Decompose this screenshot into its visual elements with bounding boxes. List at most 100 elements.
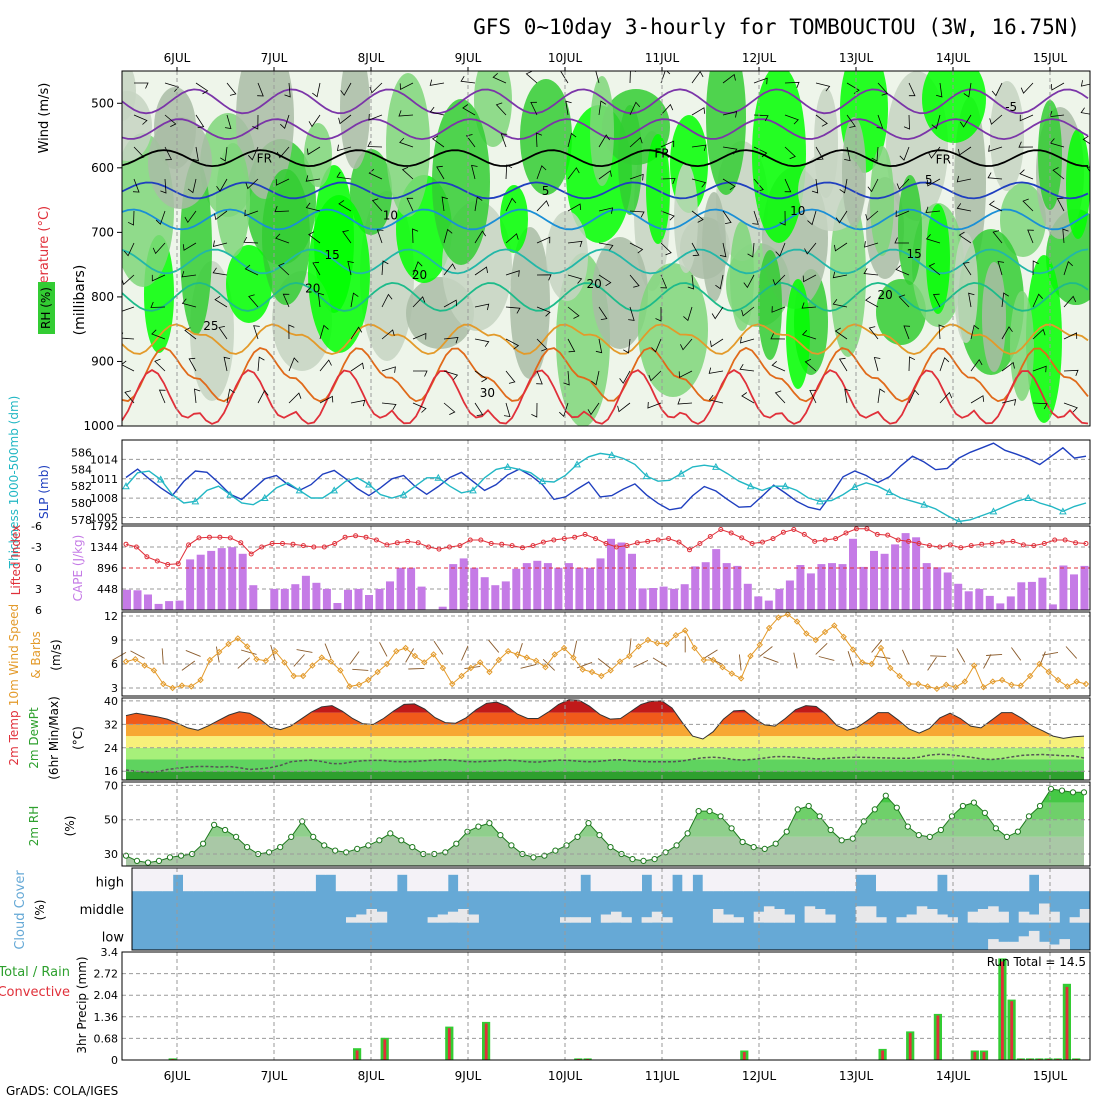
lifted-index-point [582, 531, 588, 537]
wind-barb-10m [572, 640, 578, 657]
thickness-point [816, 497, 824, 505]
cloud-cell [172, 868, 184, 875]
cape-bar [228, 547, 237, 610]
temp-band [126, 712, 1084, 725]
wind-barb-10m [433, 640, 444, 655]
rh-patch [702, 192, 726, 302]
wind-barb [134, 82, 149, 89]
cloud-cell [906, 868, 918, 892]
panel-bg [122, 952, 1090, 1060]
cape-bar [365, 595, 373, 610]
rh-point [992, 825, 1000, 832]
wind-barb [184, 327, 197, 340]
wind-barb [753, 77, 768, 85]
wind-barb [926, 178, 941, 187]
wind-barb [429, 106, 445, 116]
lifted-index-point [968, 543, 974, 549]
cloud-cell [926, 909, 938, 923]
wind-barb [598, 100, 607, 116]
wind-barb [505, 370, 516, 384]
wind-barb [350, 399, 366, 407]
wind-barb [436, 165, 445, 180]
wind-barb [598, 306, 608, 320]
wind-barb [660, 274, 668, 289]
cloud-cell [651, 868, 663, 892]
wind-speed-point [141, 662, 148, 669]
precip-conv-bar [383, 1039, 387, 1060]
wind-barb [192, 146, 199, 162]
wind-speed-point [896, 672, 903, 680]
cloud-cell [244, 868, 255, 892]
wind-barb [680, 338, 693, 351]
wind-barb [903, 325, 911, 340]
cloud-cell [774, 909, 785, 923]
lifted-index-point [666, 536, 672, 542]
wind-barb [1032, 293, 1043, 308]
isotherm-label: 30 [480, 386, 495, 400]
cloud-cell [774, 868, 785, 892]
lifted-index-point [1041, 541, 1047, 546]
cape-bar [943, 572, 952, 610]
cloud-cell [458, 909, 469, 923]
cloud-cell [1049, 911, 1060, 923]
wind-speed-point [160, 680, 167, 688]
cape-bar [217, 548, 226, 610]
wind-speed-point [206, 656, 214, 664]
rh-point [772, 840, 779, 847]
wind-barb [958, 146, 972, 156]
wind-speed-point [700, 656, 708, 664]
rh-point [552, 847, 559, 854]
wind-speed-point [1073, 678, 1080, 685]
wind-barb [288, 357, 299, 372]
wind-barb [282, 293, 290, 308]
wind-barb [214, 295, 228, 308]
cloud-cell [1018, 936, 1030, 950]
cape-bar [522, 563, 531, 610]
wind-barb-10m [379, 642, 388, 657]
temp-line [125, 699, 1085, 740]
cape-bar [312, 582, 321, 610]
lifted-index-point [332, 541, 338, 546]
upper-air-frame [121, 70, 1091, 427]
cape-bar [828, 563, 836, 610]
wind-barb [775, 242, 786, 257]
cloud-cell [784, 914, 795, 923]
wind-barb [188, 357, 197, 372]
cloud-cell [672, 868, 683, 875]
rh-patch [898, 175, 922, 285]
wind-barb [280, 114, 290, 130]
cape-lifted-index-panel: -6 -3 0 3 6 448 896 1344 1792 Lifted Index CAPE (J… [9, 520, 1091, 617]
wind-speed-point [812, 636, 819, 644]
cloud-cell [621, 868, 632, 892]
cloud-cell [152, 868, 163, 892]
wind-barb [288, 392, 302, 404]
wind-barb [187, 178, 197, 194]
wind-barb-10m [815, 642, 828, 655]
cloud-cell [804, 868, 816, 892]
thickness-point [434, 473, 443, 481]
wind-barb [595, 71, 600, 84]
lifted-index-point [916, 541, 922, 546]
wind-barb [774, 390, 786, 404]
wind-barb [218, 326, 228, 340]
wind-speed-point [887, 664, 894, 672]
rh-point [211, 821, 218, 829]
wind-speed-point [234, 635, 242, 642]
wind-speed-point [439, 664, 447, 672]
rh-point [508, 842, 515, 849]
wind-barb [151, 274, 166, 282]
lifted-index-point [593, 536, 599, 542]
y-axis-title: (millibars) [72, 265, 88, 336]
cloud-cell [600, 914, 612, 923]
precip-conv-bar [447, 1028, 451, 1060]
cloud-cell [611, 868, 622, 892]
cape-bar [806, 573, 815, 610]
wind-barb [1063, 402, 1078, 413]
cloud-cell [876, 917, 887, 923]
thickness-tick: 578 [71, 514, 92, 527]
lifted-index-point [321, 544, 327, 550]
wind-speed-point [868, 660, 875, 668]
lifted-index-point [426, 544, 432, 550]
lifted-index-point [655, 537, 661, 543]
date-label-bottom: 7JUL [261, 1069, 288, 1083]
